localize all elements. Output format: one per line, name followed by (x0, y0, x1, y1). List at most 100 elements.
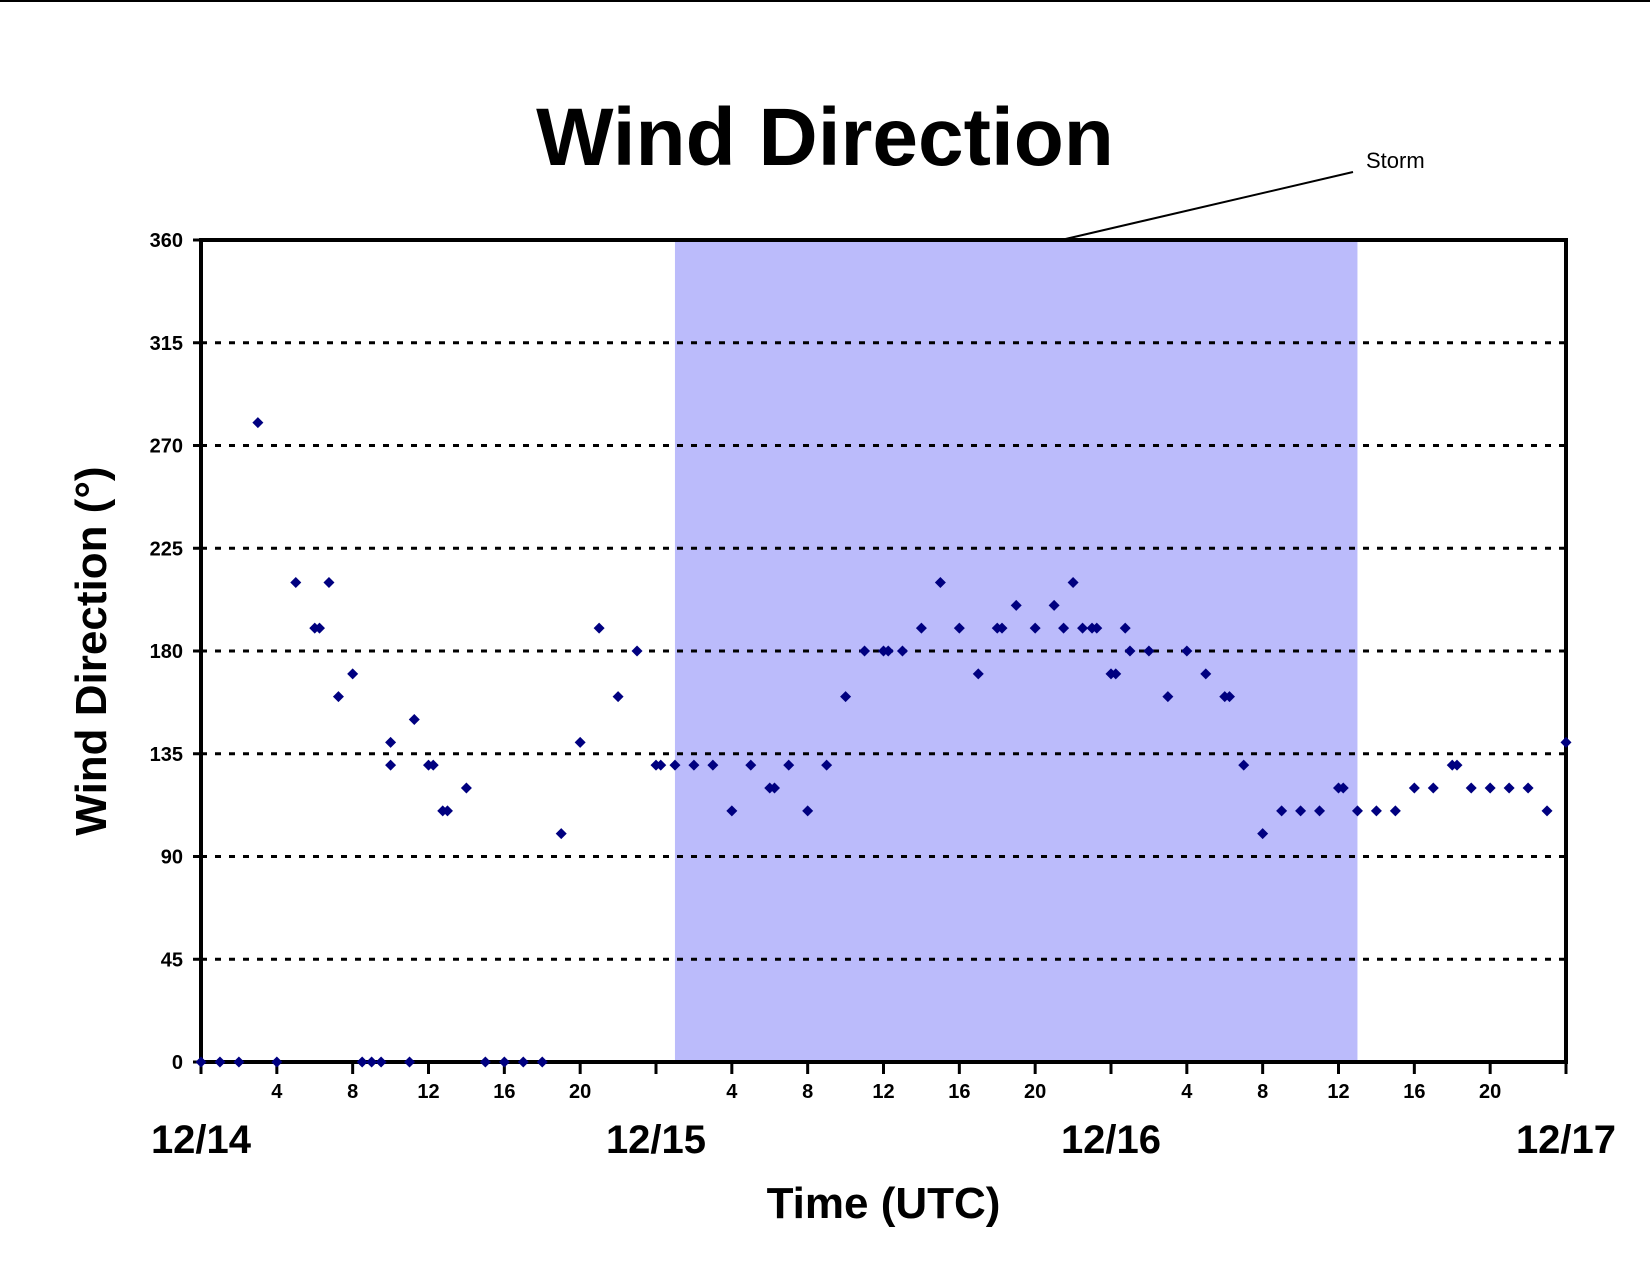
data-point (427, 759, 439, 771)
data-point (726, 805, 738, 817)
x-tick-label: 4 (726, 1081, 738, 1103)
x-tick-label: 12 (417, 1081, 439, 1103)
data-point (840, 691, 852, 703)
x-tick-label: 8 (347, 1081, 358, 1103)
x-axis-ticks: 4 8 12 16 20 4 8 12 16 20 4 8 12 16 20 12/14 12/15 12/16 1… (151, 1062, 1616, 1162)
data-point (1427, 782, 1439, 794)
data-point (271, 1056, 283, 1068)
x-tick-label: 8 (802, 1081, 813, 1103)
data-point (996, 622, 1008, 634)
x-date-label: 12/16 (1061, 1118, 1161, 1162)
data-point (1522, 782, 1534, 794)
y-tick-label: 90 (161, 847, 183, 869)
data-point (1119, 622, 1131, 634)
x-tick-label: 12 (872, 1081, 894, 1103)
data-point (688, 759, 700, 771)
x-tick-label: 20 (569, 1081, 591, 1103)
data-point (517, 1056, 529, 1068)
data-point (195, 1056, 207, 1068)
data-point (1295, 805, 1307, 817)
x-tick-label: 16 (493, 1081, 515, 1103)
data-point (1110, 668, 1122, 680)
data-point (1238, 759, 1250, 771)
data-point (1029, 622, 1041, 634)
y-tick-label: 0 (172, 1052, 183, 1074)
y-tick-label: 360 (150, 230, 183, 252)
data-point (1124, 645, 1136, 657)
y-axis-ticks: 0 45 90 135 180 225 270 315 360 (150, 230, 201, 1074)
data-point (1276, 805, 1288, 817)
y-tick-label: 135 (150, 744, 183, 766)
data-point (1091, 622, 1103, 634)
data-points (195, 417, 1572, 1068)
data-point (1351, 805, 1363, 817)
data-point (768, 782, 780, 794)
x-date-label: 12/17 (1516, 1118, 1616, 1162)
data-point (1408, 782, 1420, 794)
data-point (356, 1056, 368, 1068)
data-point (252, 417, 264, 429)
data-point (1058, 622, 1070, 634)
storm-annotation-line (1060, 171, 1354, 241)
x-tick-label: 8 (1257, 1081, 1268, 1103)
data-point (1314, 805, 1326, 817)
x-date-label: 12/14 (151, 1118, 252, 1162)
x-date-label: 12/15 (606, 1118, 706, 1162)
data-point (460, 782, 472, 794)
chart-title: Wind Direction (536, 92, 1114, 183)
x-axis-title: Time (UTC) (767, 1179, 1001, 1228)
data-point (1503, 782, 1515, 794)
data-point (1484, 782, 1496, 794)
data-point (1067, 577, 1079, 588)
y-tick-label: 270 (150, 436, 183, 458)
data-point (385, 736, 397, 748)
data-point (366, 1056, 378, 1068)
data-point (1389, 805, 1401, 817)
data-point (1257, 828, 1269, 840)
data-point (1162, 691, 1174, 703)
data-point (821, 759, 833, 771)
data-point (233, 1056, 245, 1068)
data-point (593, 622, 605, 634)
data-point (498, 1056, 510, 1068)
storm-annotation-label: Storm (1366, 148, 1425, 173)
data-point (1143, 645, 1155, 657)
data-point (1200, 668, 1212, 680)
data-point (555, 828, 567, 840)
data-point (1337, 782, 1349, 794)
data-point (859, 645, 871, 657)
gridlines (201, 341, 1566, 961)
data-point (574, 736, 586, 748)
data-point (1451, 759, 1463, 771)
data-point (323, 577, 335, 588)
data-point (934, 577, 946, 588)
data-point (404, 1056, 416, 1068)
data-point (1048, 599, 1060, 611)
data-point (1370, 805, 1382, 817)
y-tick-label: 45 (161, 949, 183, 971)
data-point (915, 622, 927, 634)
x-tick-label: 20 (1479, 1081, 1501, 1103)
data-point (745, 759, 757, 771)
x-tick-label: 12 (1327, 1081, 1349, 1103)
y-tick-label: 315 (150, 333, 183, 355)
data-point (332, 691, 344, 703)
data-point (1181, 645, 1193, 657)
data-point (1077, 622, 1089, 634)
data-point (802, 805, 814, 817)
x-tick-label: 16 (1403, 1081, 1425, 1103)
data-point (1223, 691, 1235, 703)
data-point (347, 668, 359, 680)
data-point (783, 759, 795, 771)
data-point (479, 1056, 491, 1068)
data-point (214, 1056, 226, 1068)
y-tick-label: 180 (150, 641, 183, 663)
x-tick-label: 4 (271, 1081, 283, 1103)
data-point (896, 645, 908, 657)
data-point (707, 759, 719, 771)
data-point (655, 759, 667, 771)
data-point (536, 1056, 548, 1068)
data-point (612, 691, 624, 703)
data-point (313, 622, 325, 634)
